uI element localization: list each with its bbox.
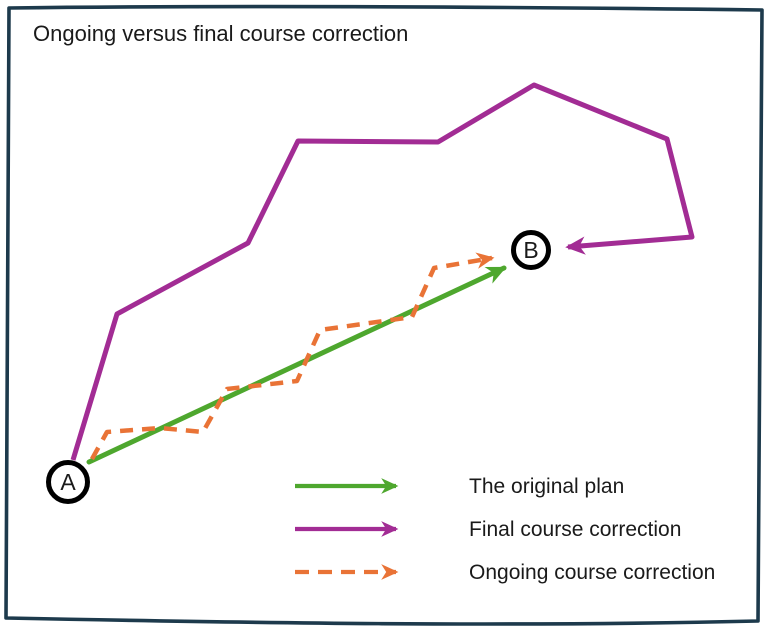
legend-label-ongoing-course: Ongoing course correction [469, 561, 715, 584]
node-a-label: A [60, 469, 76, 495]
legend: The original plan Final course correctio… [295, 475, 715, 584]
page-title: Ongoing versus final course correction [33, 21, 408, 46]
node-b-circle [511, 230, 551, 270]
legend-label-final-course: Final course correction [469, 518, 681, 541]
node-a-circle [46, 460, 90, 504]
original-plan-path [86, 265, 507, 465]
legend-label-original-plan: The original plan [469, 475, 624, 498]
ongoing-course-correction-path [90, 252, 495, 461]
legend-item-original-plan: The original plan [295, 475, 624, 498]
node-b: B [511, 230, 551, 270]
legend-item-final-course: Final course correction [295, 518, 681, 541]
sketch-border [4, 4, 764, 626]
node-a: A [46, 460, 90, 504]
node-b-label: B [523, 237, 538, 263]
final-course-correction-path [70, 82, 695, 461]
legend-item-ongoing-course: Ongoing course correction [295, 561, 715, 584]
